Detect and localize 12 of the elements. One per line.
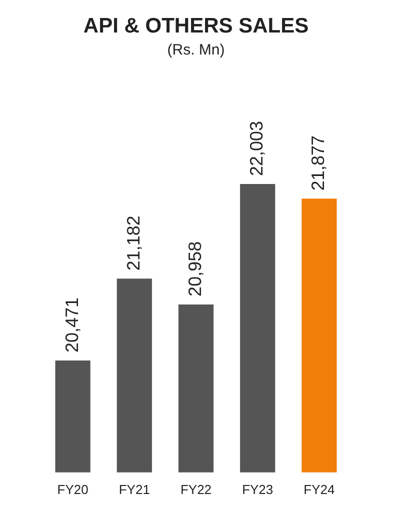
chart-subtitle: (Rs. Mn) [167,41,225,58]
x-tick-label: FY21 [118,482,150,497]
x-tick-label: FY20 [57,482,88,497]
x-tick-label: FY22 [180,482,212,497]
x-tick-label: FY24 [304,482,335,497]
data-label: 21,182 [123,216,144,271]
chart-title: API & OTHERS SALES [83,14,309,38]
data-label: 21,877 [308,136,328,191]
data-label: 20,958 [184,241,205,296]
x-tick-label: FY23 [242,482,274,497]
data-label: 22,003 [246,120,267,176]
data-label: 20,471 [62,297,82,353]
